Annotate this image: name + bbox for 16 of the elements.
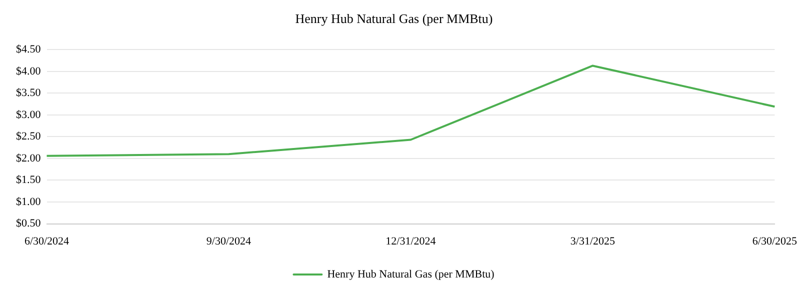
y-tick-label: $4.00	[16, 65, 42, 78]
x-tick-label: 6/30/2025	[752, 235, 798, 248]
y-tick-label: $3.50	[16, 87, 42, 100]
y-tick-label: $2.50	[16, 130, 42, 143]
legend-label: Henry Hub Natural Gas (per MMBtu)	[327, 268, 495, 280]
y-tick-label: $2.00	[16, 152, 42, 164]
y-tick-label: $1.00	[16, 196, 42, 208]
x-tick-label: 12/31/2024	[386, 235, 436, 248]
chart-title: Henry Hub Natural Gas (per MMBtu)	[295, 11, 493, 26]
y-tick-label: $0.50	[16, 218, 42, 230]
x-tick-label: 9/30/2024	[206, 235, 252, 248]
x-tick-label: 6/30/2024	[24, 235, 70, 248]
y-tick-label: $1.50	[16, 174, 42, 186]
y-tick-label: $3.00	[16, 108, 42, 121]
y-tick-label: $4.50	[16, 43, 42, 56]
x-tick-label: 3/31/2025	[570, 235, 616, 248]
